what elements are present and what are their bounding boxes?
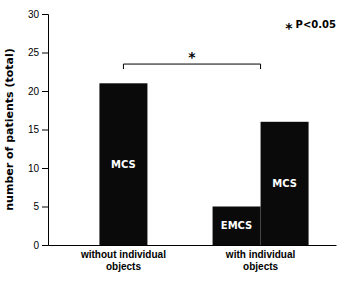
- significance-bracket: *: [123, 49, 260, 69]
- y-tick: 10: [28, 163, 48, 174]
- y-tick-label: 15: [28, 124, 40, 135]
- bar: [99, 83, 147, 245]
- x-tick-label: with individualobjects: [225, 249, 296, 272]
- bar-label: EMCS: [221, 220, 253, 231]
- bar-labels: MCS EMCS MCS: [111, 159, 297, 232]
- bar-label: MCS: [272, 178, 297, 189]
- bar: [213, 207, 261, 246]
- chart: 051015202530without individualobjectswit…: [0, 0, 348, 283]
- bracket-line: [123, 64, 124, 69]
- y-tick: 0: [33, 240, 48, 251]
- y-tick-mark: [42, 14, 48, 15]
- y-tick-label: 0: [33, 240, 39, 251]
- x-tick: without individualobjects: [80, 249, 166, 272]
- significance-label: *: [188, 49, 196, 65]
- y-tick-label: 5: [33, 201, 39, 212]
- y-tick: 30: [28, 9, 48, 20]
- y-tick-label: 10: [28, 163, 40, 174]
- y-axis-title: number of patients (total): [3, 48, 16, 210]
- y-tick: 15: [28, 124, 48, 135]
- y-tick: 5: [33, 201, 48, 212]
- y-tick-label: 30: [28, 9, 40, 20]
- y-tick-mark: [42, 168, 48, 169]
- x-axis: without individualobjects with individual…: [49, 246, 337, 272]
- y-tick-mark: [42, 207, 48, 208]
- y-tick-mark: [42, 130, 48, 131]
- p-value: P<0.05*: [285, 19, 336, 37]
- x-tick: with individualobjects: [225, 249, 296, 272]
- p-value-star: *: [285, 20, 293, 36]
- x-tick-label: without individualobjects: [80, 249, 166, 272]
- y-tick-mark: [42, 53, 48, 54]
- y-tick-mark: [42, 91, 48, 92]
- p-value-text: P<0.05: [296, 19, 336, 30]
- bar-label: MCS: [111, 159, 136, 170]
- y-tick-label: 20: [28, 86, 40, 97]
- y-tick-label: 25: [28, 47, 40, 58]
- bracket-line: [260, 64, 261, 69]
- y-tick: 20: [28, 86, 48, 97]
- y-axis-line: [42, 15, 49, 246]
- bars: [99, 83, 308, 245]
- y-tick: 25: [28, 47, 48, 58]
- x-axis-line: [49, 245, 337, 246]
- y-tick-mark: [42, 245, 48, 246]
- y-axis: 0 5 10 15 20 25 30: [28, 9, 49, 251]
- bar: [261, 122, 309, 245]
